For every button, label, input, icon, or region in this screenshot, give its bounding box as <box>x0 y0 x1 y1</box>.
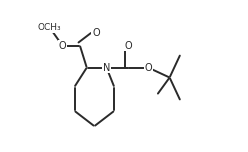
Text: O: O <box>125 41 132 51</box>
Text: O: O <box>59 41 66 51</box>
Text: O: O <box>145 63 152 73</box>
Text: OCH₃: OCH₃ <box>38 23 61 32</box>
Text: O: O <box>92 28 100 38</box>
Text: N: N <box>103 63 110 73</box>
